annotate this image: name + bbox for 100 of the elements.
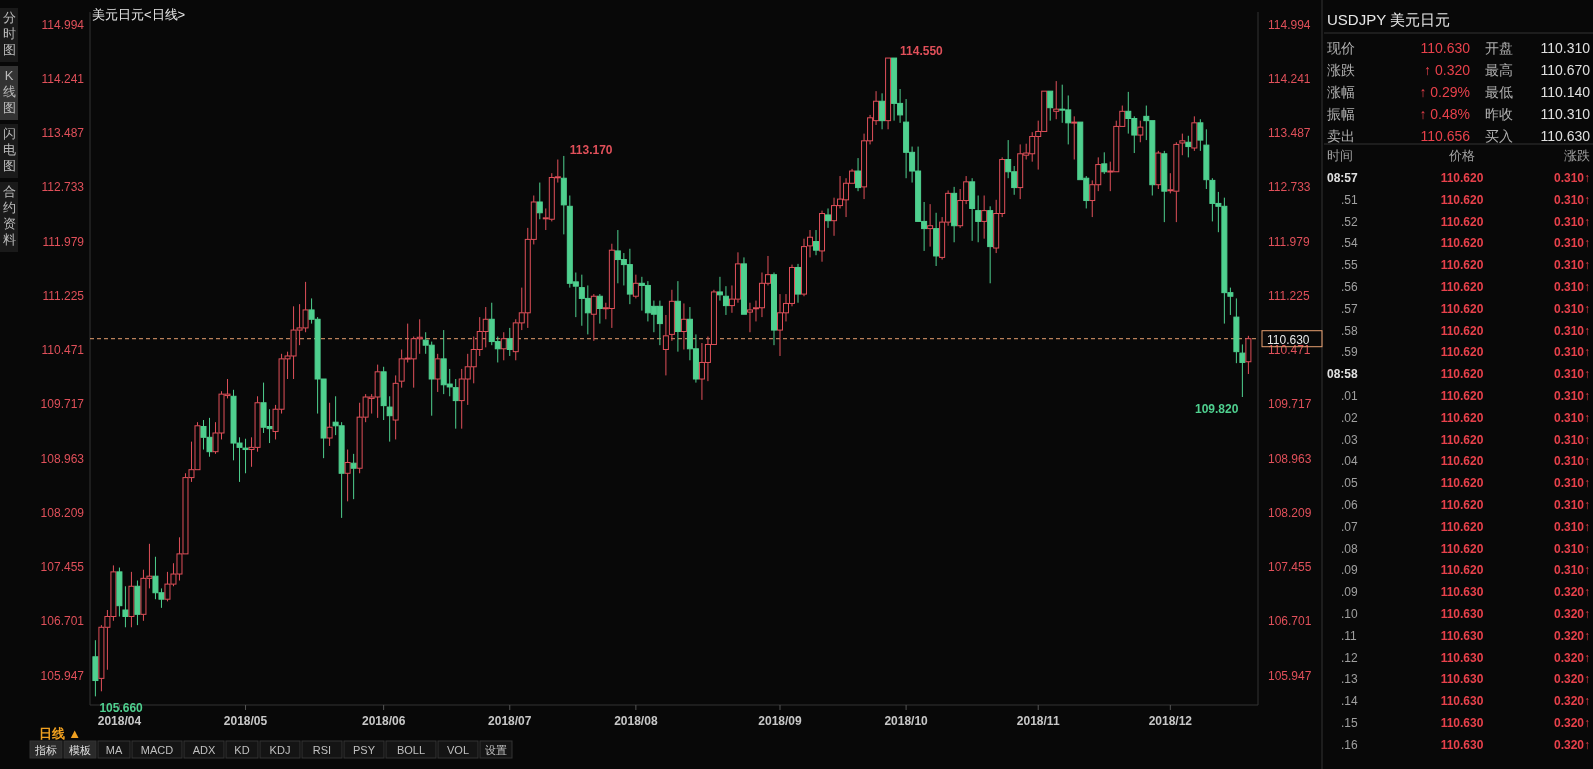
- text: 110.620: [1440, 498, 1484, 512]
- y2-tick-label: 114.241: [1268, 71, 1311, 86]
- y-tick-label: 108.209: [40, 505, 85, 520]
- text: 110.620: [1440, 301, 1484, 316]
- x-tick-label: 2018/06: [361, 714, 406, 728]
- text: 0.320↑: [1553, 694, 1590, 709]
- candlestick: [506, 327, 513, 357]
- candlestick: [128, 571, 135, 628]
- y-tick-label: 109.717: [40, 397, 85, 412]
- text: 0.320↑: [1553, 716, 1590, 730]
- text: 110.630: [1440, 716, 1484, 730]
- text: 0.310↑: [1553, 192, 1590, 207]
- candlestick: [596, 293, 603, 325]
- text: 买入: [1485, 128, 1513, 144]
- text: 合约资料: [2, 184, 16, 247]
- text: 110.620: [1440, 214, 1484, 229]
- text: ↑ 0.320: [1424, 62, 1471, 78]
- text: .01: [1341, 389, 1359, 403]
- text: 价格: [1448, 148, 1475, 163]
- text: .11: [1341, 628, 1358, 643]
- y-tick-label: 114.994: [41, 17, 85, 32]
- text: .02: [1341, 410, 1359, 425]
- text: 110.620: [1440, 171, 1484, 185]
- candlestick: [500, 331, 507, 361]
- text: 110.140: [1540, 84, 1591, 100]
- candlestick: [770, 272, 777, 346]
- text: 0.320↑: [1553, 650, 1590, 665]
- text: 0.310↑: [1553, 541, 1590, 556]
- text: 昨收: [1485, 106, 1513, 122]
- candlestick: [536, 182, 543, 220]
- y2-tick-label: 109.717: [1268, 397, 1312, 412]
- chart-title: 美元日元<日线>: [92, 7, 186, 22]
- text: 110.620: [1440, 476, 1484, 491]
- text: .09: [1341, 563, 1359, 578]
- text: KDJ: [269, 744, 291, 756]
- annotation: 105.660: [99, 701, 144, 716]
- text: 110.620: [1440, 410, 1484, 425]
- text: 08:57: [1327, 171, 1359, 185]
- y-tick-label: 108.963: [40, 451, 85, 466]
- candlestick: [951, 186, 958, 243]
- text: 110.620: [1440, 432, 1484, 447]
- candlestick: [674, 280, 681, 353]
- y-tick-label: 113.487: [41, 126, 85, 141]
- candlestick: [987, 205, 994, 284]
- text: 0.310↑: [1553, 214, 1590, 229]
- text: 最低: [1485, 84, 1513, 100]
- text: 涨幅: [1327, 84, 1355, 100]
- y-tick-label: 114.241: [41, 71, 85, 86]
- x-tick-label: 2018/08: [614, 714, 658, 728]
- text: 110.620: [1440, 236, 1484, 251]
- text: 0.310↑: [1553, 236, 1590, 251]
- text: 110.620: [1440, 519, 1484, 534]
- text: 0.310↑: [1553, 280, 1590, 294]
- candlestick: [927, 203, 934, 248]
- text: .51: [1341, 192, 1359, 207]
- candlestick: [122, 585, 129, 628]
- candlestick: [740, 256, 747, 315]
- y2-tick-label: 111.979: [1268, 234, 1310, 249]
- candlestick: [560, 155, 567, 235]
- text: .56: [1341, 280, 1359, 294]
- text: 110.620: [1440, 192, 1484, 207]
- candlestick: [668, 289, 675, 342]
- text: 开盘: [1485, 40, 1513, 56]
- text: 闪电图: [2, 126, 16, 173]
- text: 110.620: [1440, 563, 1484, 578]
- text: 110.620: [1440, 454, 1484, 469]
- text: 分时图: [2, 10, 16, 57]
- text: 日线 ▲: [38, 726, 82, 741]
- y2-tick-label: 111.225: [1268, 288, 1310, 303]
- text: .55: [1341, 258, 1359, 273]
- text: KD: [234, 744, 250, 756]
- text: 0.310↑: [1553, 301, 1590, 316]
- text: 110.670: [1540, 62, 1591, 78]
- text: .16: [1341, 737, 1359, 752]
- text: 0.310↑: [1553, 432, 1590, 447]
- text: 110.620: [1440, 541, 1484, 556]
- text: 110.630: [1420, 40, 1471, 56]
- candlestick: [632, 274, 639, 299]
- text: .14: [1341, 694, 1359, 709]
- candlestick: [795, 263, 802, 304]
- x-tick-label: 2018/04: [97, 714, 142, 728]
- text: 0.310↑: [1553, 410, 1590, 425]
- text: 0.310↑: [1553, 498, 1590, 512]
- y2-tick-label: 114.994: [1268, 17, 1311, 32]
- candlestick: [981, 195, 988, 240]
- text: 设置: [485, 744, 507, 756]
- candlestick: [344, 449, 351, 502]
- text: 0.310↑: [1553, 454, 1590, 469]
- text: 0.310↑: [1553, 323, 1590, 338]
- y-tick-label: 111.225: [42, 288, 85, 303]
- y2-tick-label: 105.947: [1268, 668, 1312, 683]
- text: 08:58: [1327, 367, 1359, 382]
- y2-tick-label: 108.963: [1268, 451, 1312, 466]
- text: 110.620: [1440, 345, 1484, 360]
- candlestick: [92, 639, 99, 697]
- text: 110.310: [1540, 40, 1591, 56]
- candlestick: [885, 57, 892, 130]
- text: 0.320↑: [1553, 607, 1590, 621]
- annotation: 109.820: [1195, 402, 1239, 416]
- candlestick: [722, 285, 729, 316]
